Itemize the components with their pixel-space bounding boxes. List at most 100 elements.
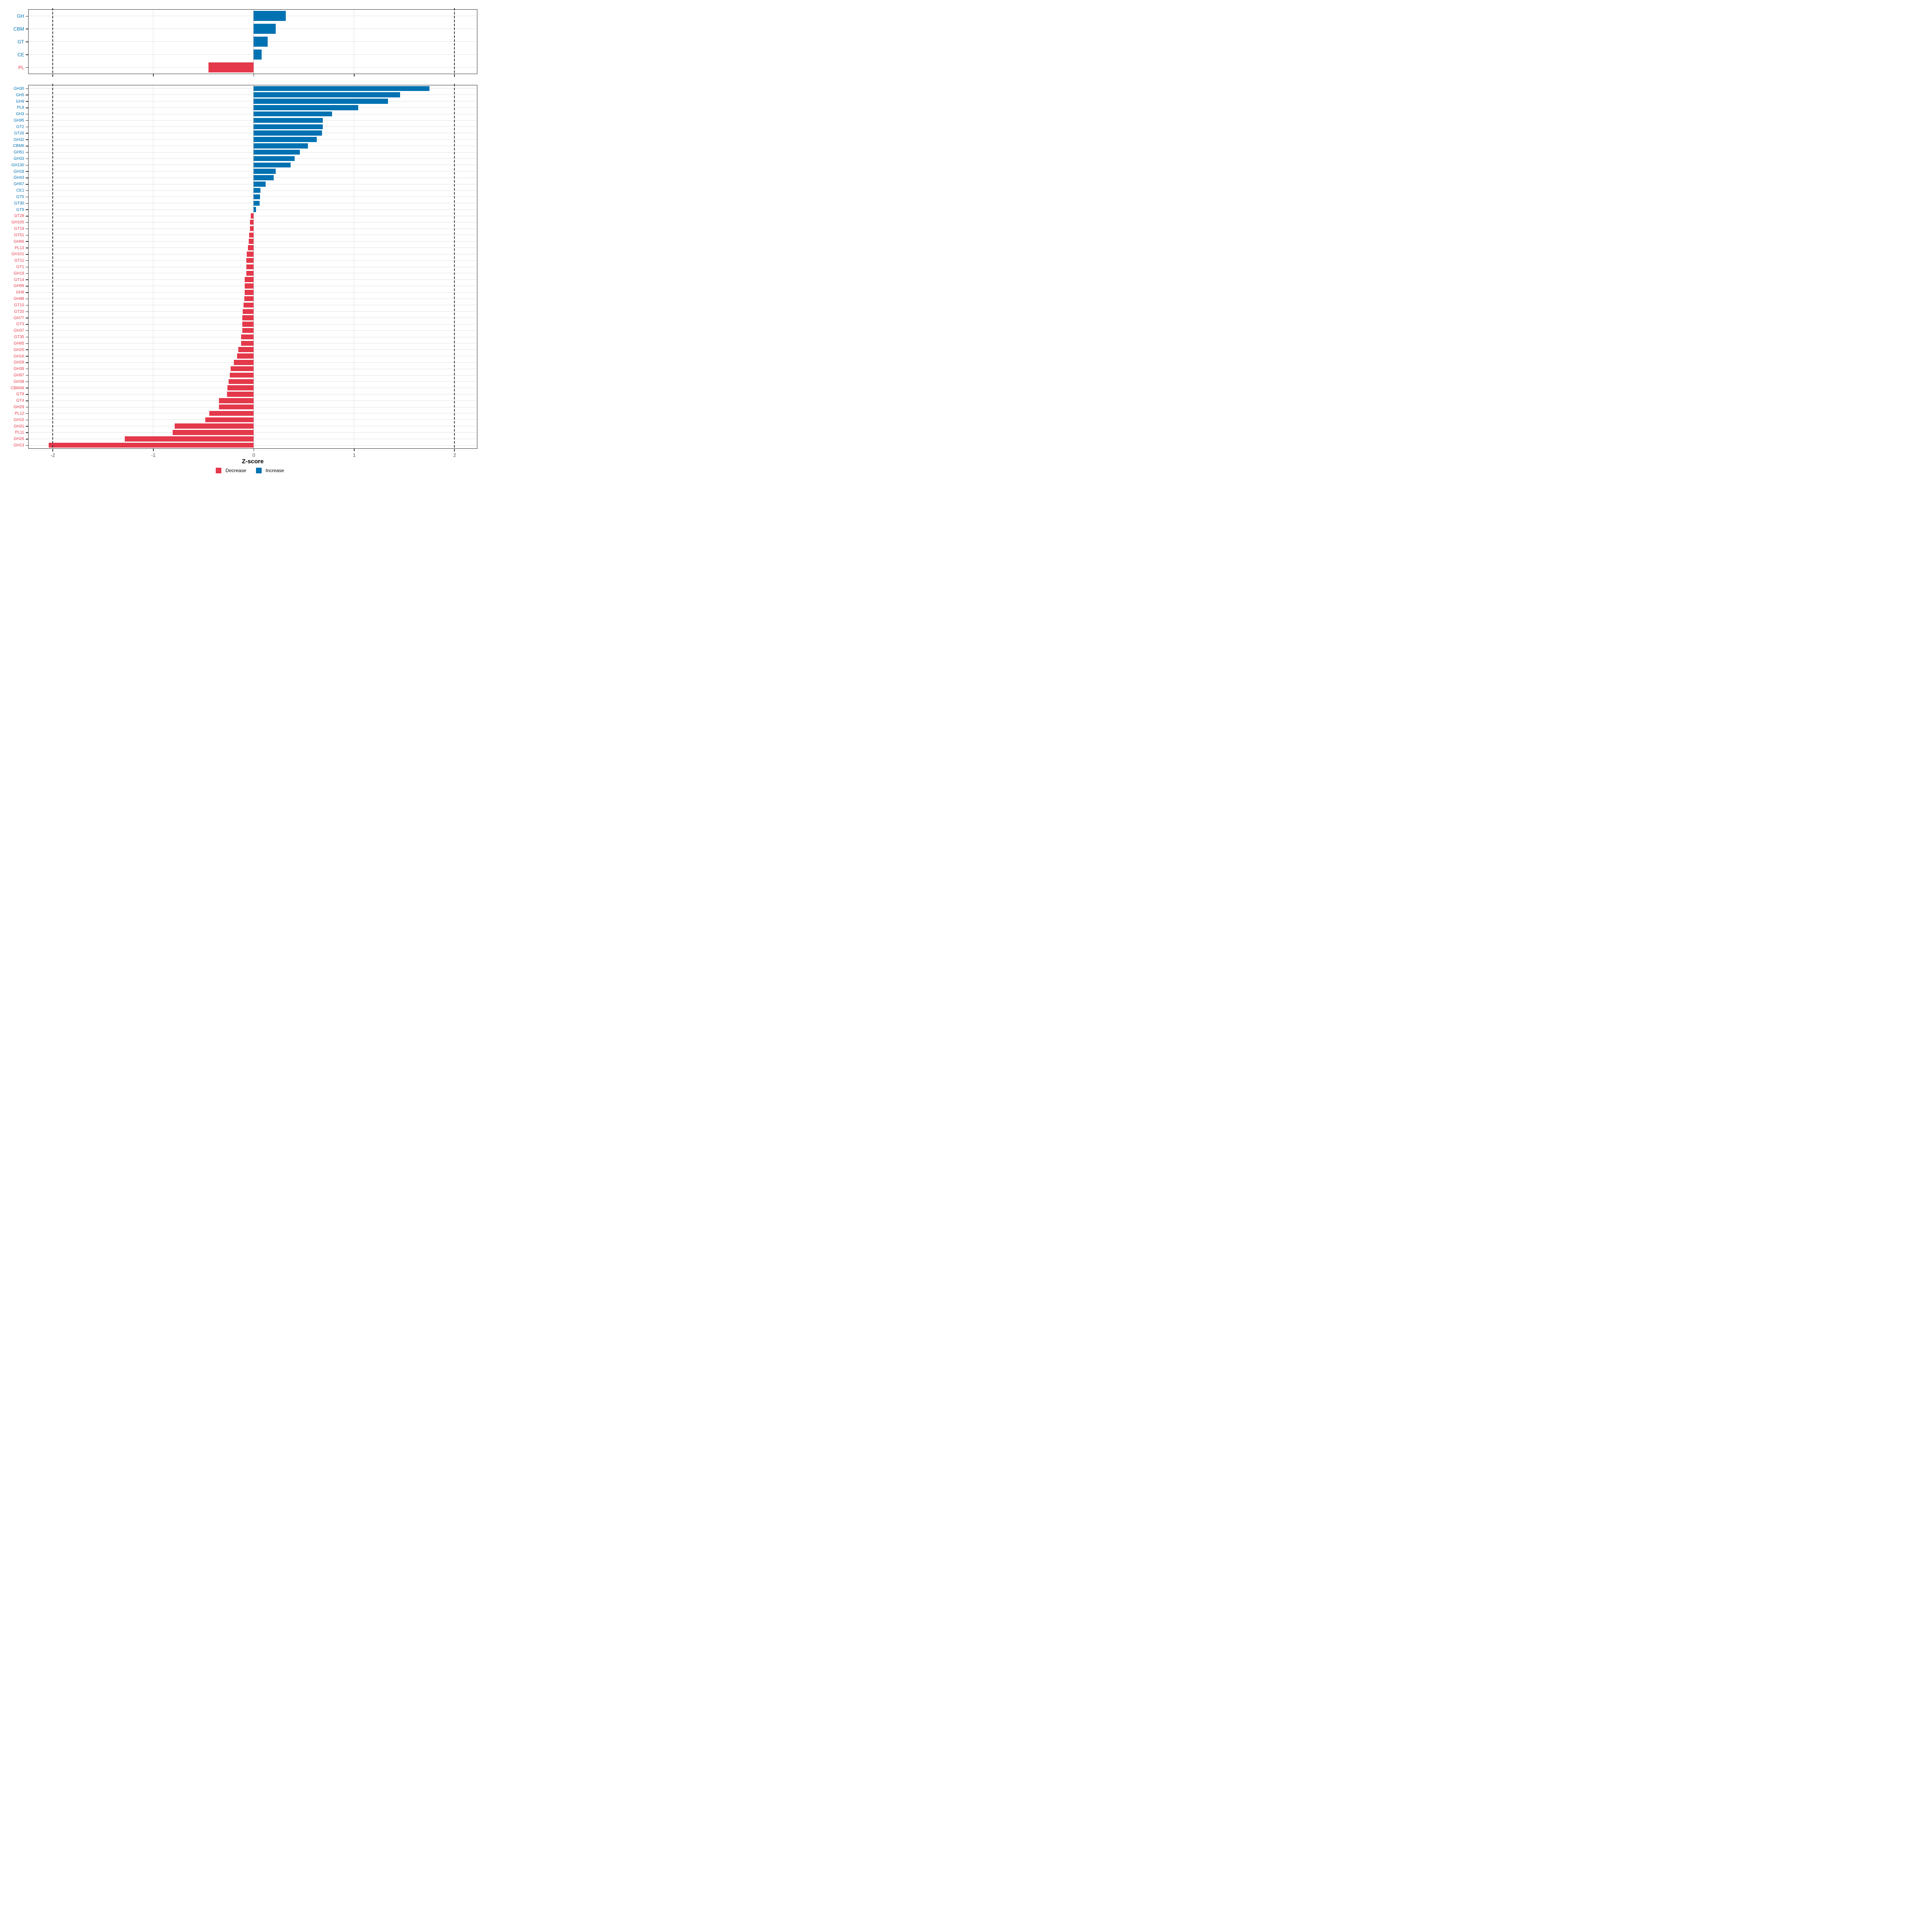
bar-PL11	[173, 430, 254, 435]
row-label-GH66: GH66	[13, 239, 24, 244]
bar-GT35	[241, 334, 254, 340]
row-label-GH3: GH3	[16, 112, 24, 117]
bar-GH95	[253, 118, 323, 123]
bar-GH101	[247, 252, 254, 257]
y-tick-GH31	[26, 426, 28, 427]
bar-GH18	[253, 169, 276, 174]
y-tick-GT10	[26, 305, 28, 306]
y-tick-GH105	[26, 222, 28, 223]
bar-GH29	[219, 404, 254, 410]
y-tick-GH19	[26, 273, 28, 274]
bar-GH19	[246, 270, 254, 276]
bar-GT11	[246, 258, 254, 263]
row-label-GT14: GT14	[14, 277, 24, 282]
x-tick-2	[454, 74, 455, 76]
row-label-GH8: GH8	[16, 290, 24, 295]
row-label-GH: GH	[17, 13, 24, 19]
row-label-PL12: PL12	[14, 411, 24, 416]
bar-PL12	[209, 411, 254, 416]
row-label-GH77: GH77	[13, 316, 24, 320]
y-tick-GT8	[26, 394, 28, 395]
x-tick-label--1: -1	[151, 452, 156, 458]
bar-GH99	[245, 283, 254, 289]
bar-GH38	[228, 379, 254, 384]
y-tick-GT35	[26, 336, 28, 338]
row-label-GT: GT	[17, 39, 24, 45]
row-label-CBM: CBM	[13, 26, 24, 32]
bar-GH30	[253, 86, 429, 91]
row-label-GH26: GH26	[13, 437, 24, 442]
row-label-GT2: GT2	[16, 124, 24, 129]
row-label-GH32: GH32	[13, 137, 24, 142]
legend-swatch-increase	[256, 468, 262, 473]
x-tick-label--2: -2	[51, 452, 55, 458]
y-tick-GH101	[26, 254, 28, 255]
bar-GT19	[250, 226, 254, 231]
bar-GT5	[253, 194, 260, 200]
bar-GH39	[231, 366, 254, 372]
bar-GH33	[253, 156, 295, 161]
h-gridline	[29, 152, 477, 153]
bar-GT26	[253, 130, 322, 136]
y-tick-GT5	[26, 196, 28, 198]
bar-GH5	[253, 92, 400, 97]
y-tick-GH9	[26, 101, 28, 102]
dashed-line-2	[454, 84, 455, 452]
y-tick-GH66	[26, 241, 28, 242]
row-label-CE1: CE1	[16, 188, 24, 193]
panel-enzyme-families	[28, 84, 477, 452]
y-tick-GT14	[26, 279, 28, 280]
y-tick-CBM6	[26, 146, 28, 147]
y-tick-GT3	[26, 324, 28, 325]
dashed-line-2	[454, 8, 455, 77]
x-tick-1	[354, 74, 355, 76]
y-tick-GH20	[26, 349, 28, 350]
bar-GH66	[248, 239, 254, 244]
row-label-PL8: PL8	[17, 105, 24, 110]
bar-GT9	[253, 207, 256, 212]
dashed-line--2	[52, 84, 53, 452]
h-gridline	[29, 126, 477, 127]
row-label-GH29: GH29	[13, 405, 24, 410]
row-label-GT9: GT9	[16, 207, 24, 212]
bar-GT2	[253, 124, 323, 130]
bar-GH105	[250, 219, 254, 225]
bar-CBM6	[253, 143, 308, 149]
y-tick-GH18	[26, 171, 28, 172]
h-gridline	[29, 41, 477, 42]
row-label-GT35: GT35	[14, 335, 24, 340]
x-tick--2	[52, 449, 54, 451]
row-label-GH30: GH30	[13, 86, 24, 91]
bar-GT8	[227, 392, 254, 397]
x-tick--1	[153, 74, 154, 76]
bar-GH51	[253, 149, 300, 155]
row-label-GT28: GT28	[14, 214, 24, 219]
legend-label-decrease: Decrease	[225, 468, 246, 473]
row-label-CE: CE	[17, 52, 24, 58]
row-label-GH20: GH20	[13, 347, 24, 352]
bar-GT3	[242, 322, 254, 327]
bar-PL13	[248, 245, 254, 250]
row-label-GT26: GT26	[14, 131, 24, 136]
y-tick-GT9	[26, 209, 28, 210]
h-gridline	[29, 209, 477, 210]
row-label-GH51: GH51	[13, 150, 24, 155]
row-label-GT20: GT20	[14, 309, 24, 314]
row-label-GH19: GH19	[13, 271, 24, 276]
y-tick-GH130	[26, 165, 28, 166]
legend-swatch-decrease	[216, 468, 222, 473]
row-label-GH65: GH65	[13, 341, 24, 346]
row-label-PL13: PL13	[14, 246, 24, 250]
row-label-GH16: GH16	[13, 354, 24, 359]
x-tick-2	[454, 449, 455, 451]
bar-GT20	[242, 309, 254, 314]
bar-CBM	[253, 24, 276, 34]
row-label-GT5: GT5	[16, 194, 24, 199]
h-gridline	[29, 107, 477, 108]
row-label-GT3: GT3	[16, 322, 24, 327]
y-tick-GH3	[26, 114, 28, 115]
bar-GH13	[48, 442, 254, 448]
bar-GH3	[253, 111, 332, 117]
row-label-GH97: GH97	[13, 373, 24, 378]
row-label-GH39: GH39	[13, 367, 24, 372]
